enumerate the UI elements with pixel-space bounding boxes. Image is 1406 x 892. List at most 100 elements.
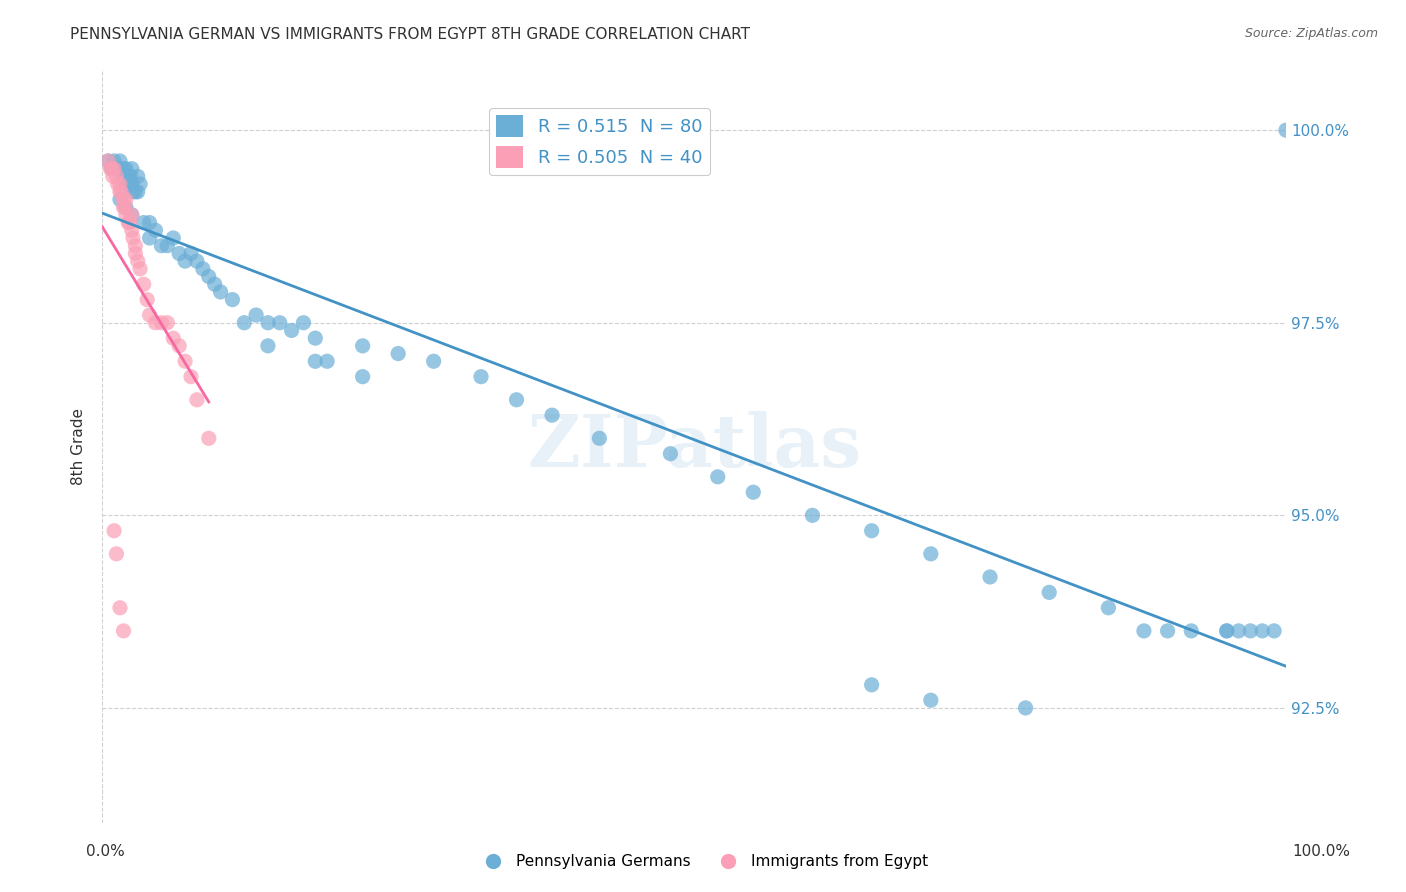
Y-axis label: 8th Grade: 8th Grade — [72, 408, 86, 484]
Point — [1216, 624, 1239, 638]
Point — [129, 177, 152, 191]
Point — [920, 693, 942, 707]
Point — [121, 208, 143, 222]
Point — [107, 177, 129, 191]
Point — [101, 169, 124, 184]
Point — [108, 161, 131, 176]
Point — [505, 392, 527, 407]
Legend: R = 0.515  N = 80, R = 0.505  N = 40: R = 0.515 N = 80, R = 0.505 N = 40 — [489, 108, 710, 175]
Point — [801, 508, 824, 523]
Point — [132, 216, 155, 230]
Point — [121, 208, 143, 222]
Point — [304, 354, 326, 368]
Point — [470, 369, 492, 384]
Point — [122, 185, 145, 199]
Point — [108, 193, 131, 207]
Text: ZIPatlas: ZIPatlas — [527, 410, 860, 482]
Point — [115, 208, 138, 222]
Point — [127, 254, 149, 268]
Point — [197, 431, 219, 445]
Point — [162, 331, 184, 345]
Point — [127, 185, 149, 199]
Point — [1014, 701, 1036, 715]
Point — [167, 246, 190, 260]
Point — [387, 346, 409, 360]
Point — [156, 316, 179, 330]
Point — [186, 254, 208, 268]
Point — [122, 231, 145, 245]
Point — [108, 600, 131, 615]
Point — [209, 285, 232, 299]
Point — [120, 177, 142, 191]
Point — [115, 161, 138, 176]
Point — [257, 316, 280, 330]
Point — [108, 177, 131, 191]
Point — [145, 223, 167, 237]
Point — [117, 216, 139, 230]
Point — [124, 238, 146, 252]
Point — [316, 354, 339, 368]
Point — [108, 185, 131, 199]
Text: PENNSYLVANIA GERMAN VS IMMIGRANTS FROM EGYPT 8TH GRADE CORRELATION CHART: PENNSYLVANIA GERMAN VS IMMIGRANTS FROM E… — [70, 27, 751, 42]
Point — [1133, 624, 1156, 638]
Point — [105, 547, 128, 561]
Point — [100, 161, 122, 176]
Text: Source: ZipAtlas.com: Source: ZipAtlas.com — [1244, 27, 1378, 40]
Point — [110, 185, 132, 199]
Point — [197, 269, 219, 284]
Point — [105, 161, 128, 176]
Point — [1275, 123, 1298, 137]
Point — [117, 177, 139, 191]
Point — [180, 369, 202, 384]
Point — [136, 293, 159, 307]
Point — [127, 169, 149, 184]
Point — [100, 161, 122, 176]
Point — [221, 293, 243, 307]
Point — [112, 200, 135, 214]
Point — [103, 524, 125, 538]
Point — [1038, 585, 1060, 599]
Point — [659, 447, 682, 461]
Point — [304, 331, 326, 345]
Point — [132, 277, 155, 292]
Point — [860, 678, 883, 692]
Point — [120, 169, 142, 184]
Point — [156, 238, 179, 252]
Point — [145, 316, 167, 330]
Point — [103, 161, 125, 176]
Point — [204, 277, 226, 292]
Point — [541, 408, 564, 422]
Point — [1227, 624, 1250, 638]
Point — [103, 153, 125, 168]
Point — [174, 254, 197, 268]
Point — [1156, 624, 1178, 638]
Point — [112, 169, 135, 184]
Point — [112, 161, 135, 176]
Point — [292, 316, 315, 330]
Point — [245, 308, 267, 322]
Point — [118, 216, 141, 230]
Point — [422, 354, 444, 368]
Point — [979, 570, 1001, 584]
Point — [191, 261, 214, 276]
Point — [269, 316, 291, 330]
Point — [174, 354, 197, 368]
Point — [233, 316, 256, 330]
Point — [1239, 624, 1261, 638]
Point — [115, 193, 138, 207]
Point — [167, 339, 190, 353]
Point — [186, 392, 208, 407]
Point — [114, 200, 136, 214]
Point — [150, 316, 173, 330]
Point — [860, 524, 883, 538]
Point — [920, 547, 942, 561]
Point — [100, 161, 122, 176]
Point — [706, 470, 728, 484]
Point — [129, 261, 152, 276]
Point — [352, 369, 374, 384]
Point — [97, 153, 120, 168]
Point — [117, 169, 139, 184]
Point — [108, 153, 131, 168]
Point — [1216, 624, 1239, 638]
Point — [280, 323, 302, 337]
